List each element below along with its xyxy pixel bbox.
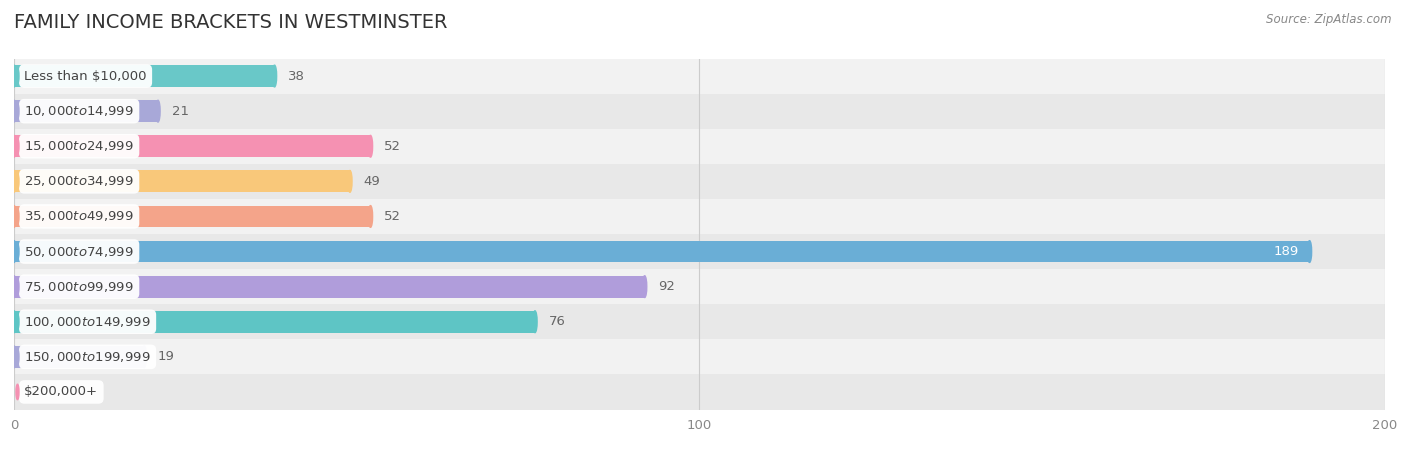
Bar	[14, 135, 371, 157]
Circle shape	[15, 104, 20, 119]
Bar	[14, 311, 534, 333]
Text: 38: 38	[288, 70, 305, 82]
Text: $75,000 to $99,999: $75,000 to $99,999	[24, 279, 134, 294]
Text: $10,000 to $14,999: $10,000 to $14,999	[24, 104, 134, 118]
Bar	[14, 339, 1385, 374]
Circle shape	[142, 346, 146, 368]
Text: 49: 49	[364, 175, 381, 188]
Circle shape	[273, 65, 277, 87]
Circle shape	[11, 171, 17, 192]
Circle shape	[156, 100, 160, 122]
Text: Source: ZipAtlas.com: Source: ZipAtlas.com	[1267, 14, 1392, 27]
Bar	[14, 269, 1385, 304]
Circle shape	[11, 241, 17, 262]
Circle shape	[11, 311, 17, 333]
Text: $100,000 to $149,999: $100,000 to $149,999	[24, 315, 150, 329]
Text: 21: 21	[172, 105, 188, 117]
Circle shape	[15, 244, 20, 259]
Text: $25,000 to $34,999: $25,000 to $34,999	[24, 174, 134, 189]
Text: 189: 189	[1274, 245, 1299, 258]
Circle shape	[15, 349, 20, 364]
Circle shape	[1308, 241, 1312, 262]
Bar	[14, 206, 371, 227]
Circle shape	[15, 174, 20, 189]
Text: 92: 92	[658, 280, 675, 293]
Circle shape	[643, 276, 647, 297]
Text: 52: 52	[384, 210, 401, 223]
Bar	[14, 164, 1385, 199]
Bar	[14, 234, 1385, 269]
Text: $35,000 to $49,999: $35,000 to $49,999	[24, 209, 134, 224]
Text: 76: 76	[548, 315, 565, 328]
Circle shape	[533, 311, 537, 333]
Circle shape	[11, 135, 17, 157]
Text: 0: 0	[28, 386, 37, 398]
Bar	[14, 199, 1385, 234]
Text: $200,000+: $200,000+	[24, 386, 98, 398]
Bar	[14, 58, 1385, 94]
Text: FAMILY INCOME BRACKETS IN WESTMINSTER: FAMILY INCOME BRACKETS IN WESTMINSTER	[14, 14, 447, 32]
Circle shape	[11, 346, 17, 368]
Text: $150,000 to $199,999: $150,000 to $199,999	[24, 350, 150, 364]
Bar	[14, 346, 145, 368]
Bar	[14, 171, 350, 192]
Circle shape	[368, 206, 373, 227]
Bar	[14, 100, 157, 122]
Circle shape	[15, 139, 20, 154]
Bar	[14, 129, 1385, 164]
Text: 52: 52	[384, 140, 401, 153]
Circle shape	[11, 65, 17, 87]
Circle shape	[15, 68, 20, 84]
Bar	[14, 276, 644, 297]
Bar	[14, 65, 274, 87]
Circle shape	[347, 171, 352, 192]
Circle shape	[15, 314, 20, 329]
Circle shape	[15, 384, 20, 400]
Circle shape	[11, 100, 17, 122]
Text: 19: 19	[157, 351, 174, 363]
Bar	[14, 241, 1309, 262]
Circle shape	[11, 276, 17, 297]
Circle shape	[15, 279, 20, 294]
Text: $50,000 to $74,999: $50,000 to $74,999	[24, 244, 134, 259]
Text: $15,000 to $24,999: $15,000 to $24,999	[24, 139, 134, 153]
Circle shape	[11, 206, 17, 227]
Text: Less than $10,000: Less than $10,000	[24, 70, 146, 82]
Bar	[14, 374, 1385, 410]
Bar	[14, 304, 1385, 339]
Circle shape	[15, 209, 20, 224]
Circle shape	[368, 135, 373, 157]
Bar	[14, 94, 1385, 129]
